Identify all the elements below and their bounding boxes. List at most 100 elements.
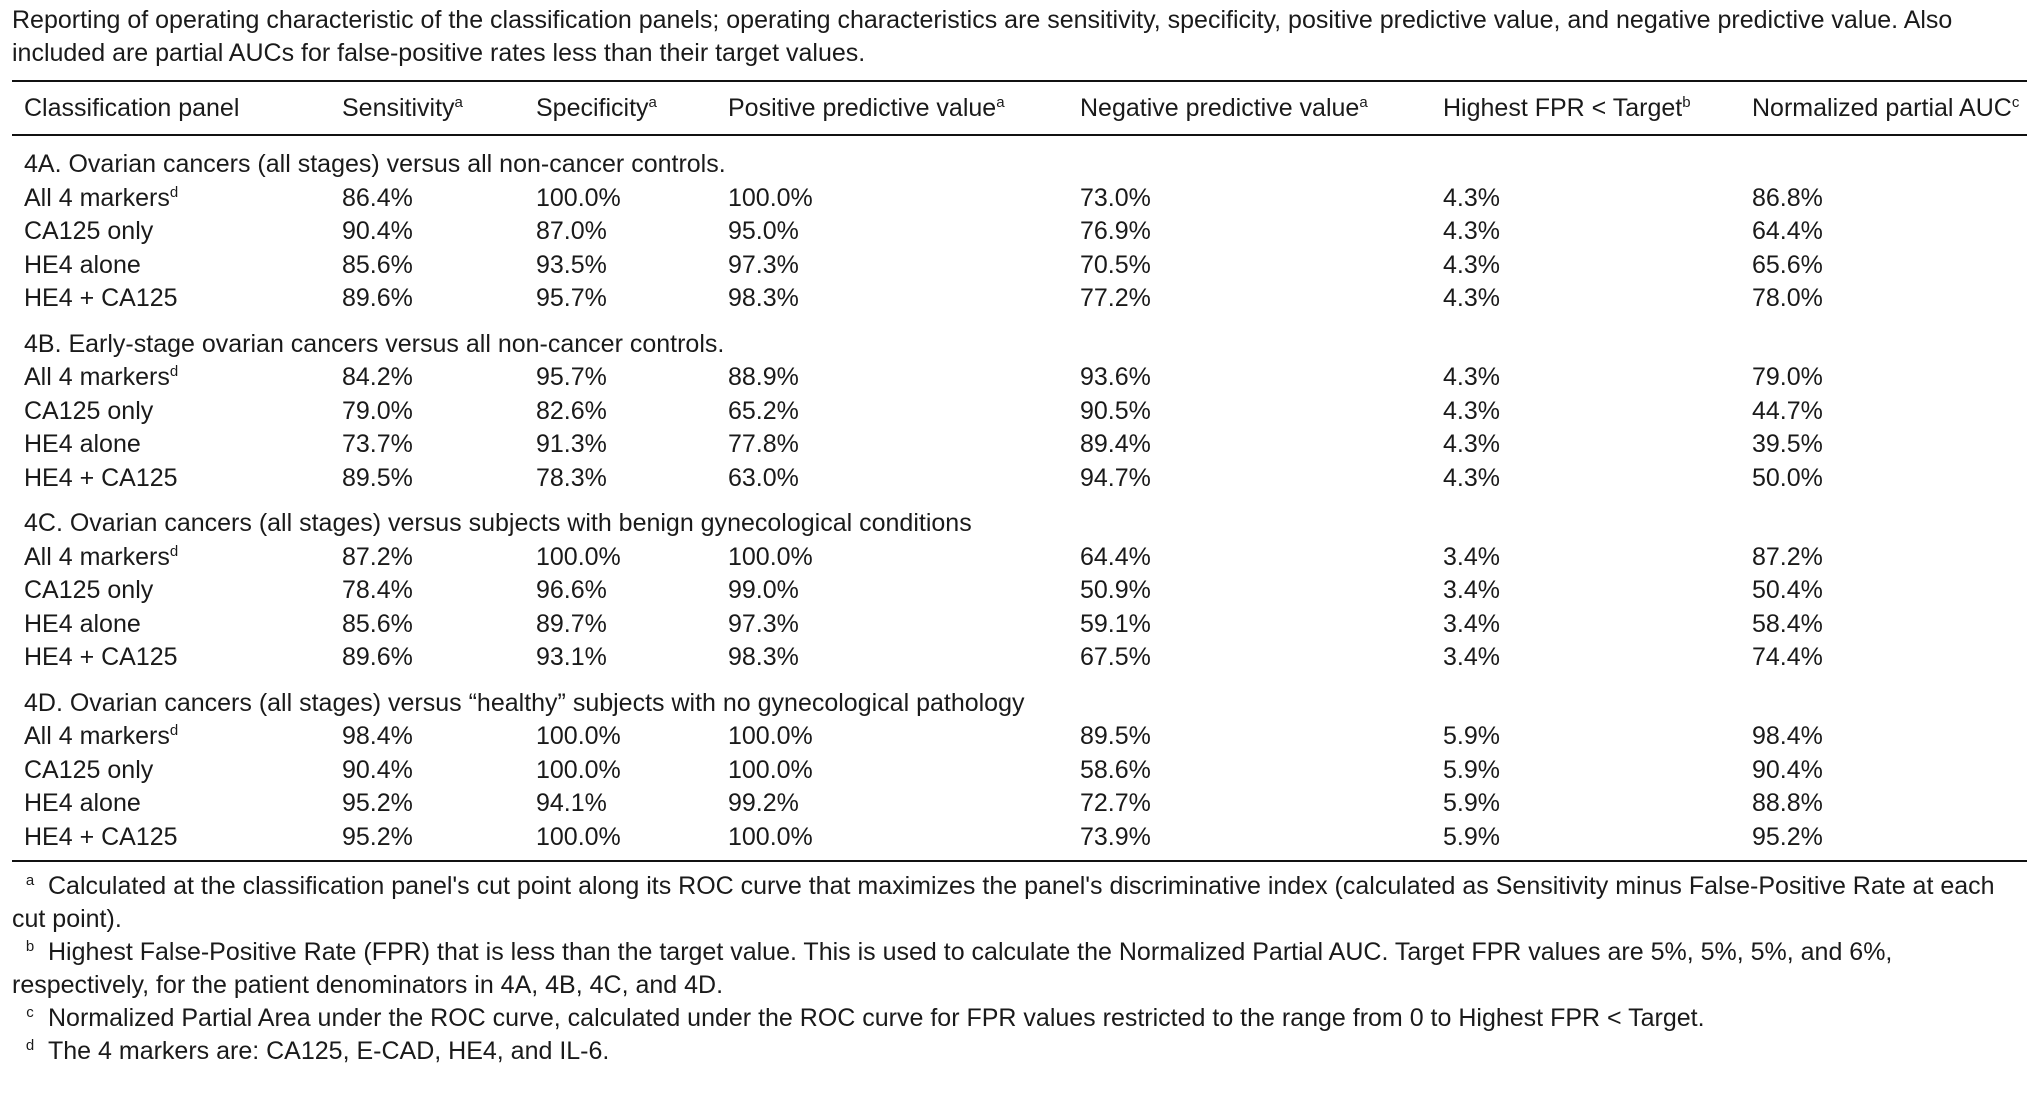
panel-cell: HE4 alone	[12, 787, 320, 821]
footnote-text: Normalized Partial Area under the ROC cu…	[48, 1004, 1705, 1032]
footnote-text: Calculated at the classification panel's…	[12, 872, 1995, 933]
value-cell: 89.5%	[342, 463, 413, 492]
column-header: Negative predictive valuea	[1058, 81, 1421, 135]
value-cell: 77.8%	[728, 430, 799, 458]
table-document: Reporting of operating characteristic of…	[12, 4, 2032, 1068]
panel-name: HE4 alone	[24, 609, 141, 638]
panel-name: HE4 alone	[24, 430, 141, 458]
value-cell: 58.6%	[1080, 755, 1151, 784]
value-cell: 97.3%	[728, 609, 799, 638]
characteristics-table: Classification panel Sensitivitya Specific…	[12, 80, 2027, 854]
value-cell: 5.9%	[1443, 822, 1500, 851]
footnote: b Highest False-Positive Rate (FPR) that …	[12, 938, 1893, 999]
value-cell: 67.5%	[1080, 643, 1151, 671]
value-cell: 95.0%	[728, 217, 799, 245]
value-cell: 98.4%	[1752, 722, 1823, 750]
table-row: HE4 alone 85.6% 89.7% 97.3% 59.1% 3.4% 58.4%	[12, 608, 2027, 642]
value-cell: 39.5%	[1752, 430, 1823, 458]
section-title-row: 4B. Early-stage ovarian cancers versus a…	[12, 316, 2027, 362]
column-header-label: Highest FPR < Target	[1443, 93, 1683, 122]
value-cell: 99.2%	[728, 789, 799, 817]
value-cell: 4.3%	[1443, 217, 1500, 245]
footnote-marker: a	[648, 93, 657, 111]
footnote: c Normalized Partial Area under the ROC c…	[26, 1004, 1705, 1032]
value-cell: 58.4%	[1752, 609, 1823, 638]
value-cell: 95.2%	[1752, 822, 1823, 851]
value-cell: 86.8%	[1752, 183, 1823, 212]
value-cell: 63.0%	[728, 463, 799, 492]
value-cell: 4.3%	[1443, 183, 1500, 212]
value-cell: 87.2%	[342, 542, 413, 571]
value-cell: 100.0%	[728, 542, 813, 571]
value-cell: 78.3%	[536, 463, 607, 492]
value-cell: 73.0%	[1080, 183, 1151, 212]
panel-name: HE4 + CA125	[24, 463, 178, 492]
value-cell: 98.3%	[728, 284, 799, 312]
column-header: Specificitya	[514, 81, 706, 135]
value-cell: 3.4%	[1443, 576, 1500, 604]
value-cell: 78.0%	[1752, 284, 1823, 312]
table-row: HE4 + CA125 89.5% 78.3% 63.0% 94.7% 4.3% 50.0%	[12, 462, 2027, 496]
footnotes: a Calculated at the classification panel'…	[12, 870, 2032, 1068]
table-row: HE4 alone 73.7% 91.3% 77.8% 89.4% 4.3% 39.5%	[12, 428, 2027, 462]
value-cell: 94.1%	[536, 789, 607, 817]
value-cell: 76.9%	[1080, 217, 1151, 245]
panel-name: HE4 alone	[24, 789, 141, 817]
panel-cell: HE4 + CA125	[12, 462, 320, 496]
panel-name: CA125 only	[24, 396, 154, 425]
table-row: All 4 markersd 86.4% 100.0% 100.0% 73.0% 4.3%…	[12, 182, 2027, 216]
table-row: HE4 + CA125 89.6% 95.7% 98.3% 77.2% 4.3% 78.0%	[12, 282, 2027, 316]
panel-cell: All 4 markersd	[12, 361, 320, 395]
value-cell: 72.7%	[1080, 789, 1151, 817]
value-cell: 95.7%	[536, 363, 607, 391]
column-header-label: Sensitivity	[342, 93, 455, 122]
table-bottom-rule	[12, 860, 2027, 862]
section-title: 4B. Early-stage ovarian cancers versus a…	[24, 329, 725, 358]
value-cell: 91.3%	[536, 430, 607, 458]
footnote-marker: a	[454, 93, 463, 111]
value-cell: 100.0%	[536, 755, 621, 784]
value-cell: 90.4%	[342, 217, 413, 245]
panel-cell: All 4 markersd	[12, 720, 320, 754]
value-cell: 89.4%	[1080, 430, 1151, 458]
panel-name: CA125 only	[24, 576, 154, 604]
table-row: HE4 + CA125 95.2% 100.0% 100.0% 73.9% 5.9% 95.…	[12, 821, 2027, 855]
panel-cell: HE4 alone	[12, 249, 320, 283]
value-cell: 85.6%	[342, 609, 413, 638]
footnote-marker: b	[1682, 93, 1691, 111]
column-header-label: Classification panel	[24, 93, 240, 122]
value-cell: 85.6%	[342, 250, 413, 279]
value-cell: 100.0%	[728, 183, 813, 212]
table-caption: Reporting of operating characteristic of…	[12, 6, 1953, 67]
value-cell: 50.4%	[1752, 576, 1823, 604]
footnote-marker: a	[1359, 93, 1368, 111]
footnote: d The 4 markers are: CA125, E-CAD, HE4, a…	[25, 1037, 610, 1065]
value-cell: 98.3%	[728, 643, 799, 671]
column-header-label: Positive predictive value	[728, 93, 997, 122]
value-cell: 96.6%	[536, 576, 607, 604]
value-cell: 3.4%	[1443, 643, 1500, 671]
value-cell: 93.5%	[536, 250, 607, 279]
value-cell: 89.5%	[1080, 722, 1151, 750]
value-cell: 5.9%	[1443, 722, 1500, 750]
panel-name: HE4 + CA125	[24, 643, 178, 671]
panel-cell: HE4 alone	[12, 608, 320, 642]
value-cell: 87.0%	[536, 217, 607, 245]
value-cell: 70.5%	[1080, 250, 1151, 279]
table-row: CA125 only 90.4% 87.0% 95.0% 76.9% 4.3% 64.4%	[12, 215, 2027, 249]
value-cell: 89.6%	[342, 284, 413, 312]
panel-cell: HE4 + CA125	[12, 821, 320, 855]
panel-cell: HE4 alone	[12, 428, 320, 462]
panel-cell: All 4 markersd	[12, 541, 320, 575]
table-row: CA125 only 79.0% 82.6% 65.2% 90.5% 4.3% 44.7%	[12, 395, 2027, 429]
table-row: All 4 markersd 84.2% 95.7% 88.9% 93.6% 4.3% 79…	[12, 361, 2027, 395]
footnote-marker: d	[169, 542, 179, 560]
value-cell: 88.8%	[1752, 789, 1823, 817]
value-cell: 98.4%	[342, 722, 413, 750]
value-cell: 73.9%	[1080, 822, 1151, 851]
value-cell: 99.0%	[728, 576, 799, 604]
value-cell: 4.3%	[1443, 430, 1500, 458]
table-row: HE4 + CA125 89.6% 93.1% 98.3% 67.5% 3.4% 74.4%	[12, 641, 2027, 675]
panel-cell: CA125 only	[12, 395, 320, 429]
column-header-label: Normalized partial AUC	[1752, 93, 2012, 122]
